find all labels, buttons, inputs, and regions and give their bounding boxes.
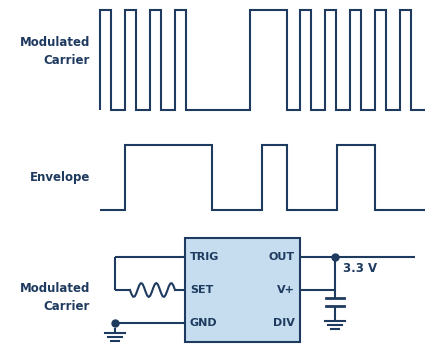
Text: V+: V+	[276, 285, 294, 295]
Text: Modulated
Carrier: Modulated Carrier	[20, 282, 90, 313]
Text: SET: SET	[190, 285, 213, 295]
Text: 3.3 V: 3.3 V	[342, 262, 376, 275]
Text: Envelope: Envelope	[30, 171, 90, 184]
Text: TRIG: TRIG	[190, 252, 219, 262]
Text: DIV: DIV	[273, 318, 294, 328]
Text: OUT: OUT	[268, 252, 294, 262]
Text: Modulated
Carrier: Modulated Carrier	[20, 37, 90, 68]
Text: GND: GND	[190, 318, 217, 328]
Bar	[184, 238, 299, 342]
